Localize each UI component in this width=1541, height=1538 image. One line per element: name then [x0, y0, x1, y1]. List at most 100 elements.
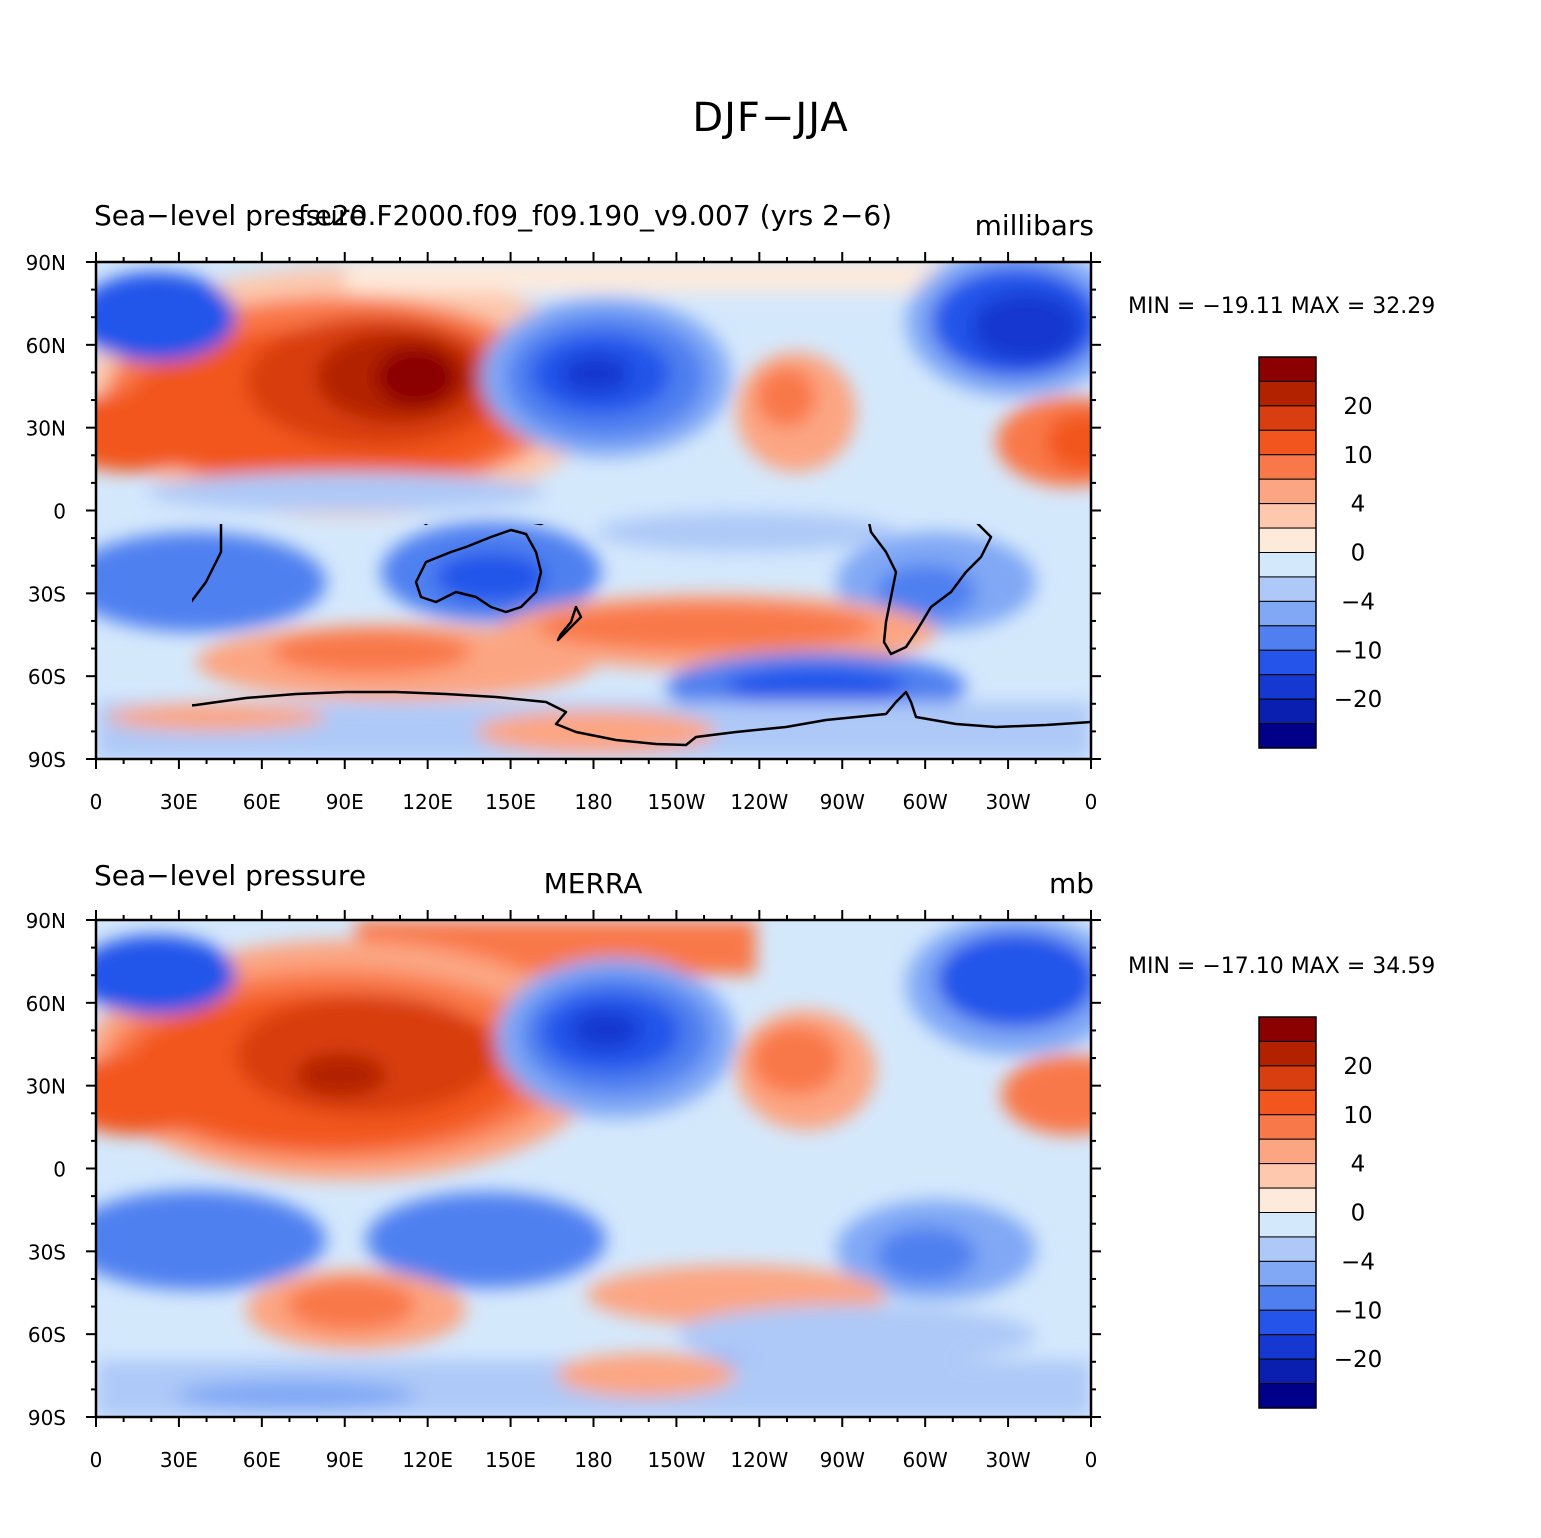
lon-tick-label: 30E: [160, 790, 198, 814]
colorbar-box: [1258, 454, 1317, 480]
colorbar-box: [1258, 1383, 1317, 1409]
lat-tick-label: 30N: [26, 417, 66, 441]
colorbar-box: [1258, 552, 1317, 578]
colorbar-label: −4: [1341, 589, 1375, 615]
colorbar-label: −10: [1334, 1298, 1383, 1324]
map-2-axes: 90N 60N 30N 0 30S 60S 90S 0 30E 60E 90E 120E 150E 180…: [26, 909, 1101, 1472]
panel-2-center-title: MERRA: [543, 867, 643, 900]
colorbar-label: 10: [1343, 443, 1372, 469]
lon-tick-label: 90E: [326, 790, 364, 814]
lon-tick-label: 150E: [485, 1448, 536, 1472]
lon-tick-label: 150W: [647, 1448, 705, 1472]
colorbar-label: 0: [1351, 1201, 1366, 1227]
colorbar-box: [1258, 1016, 1317, 1042]
colorbar-box: [1258, 527, 1317, 553]
colorbar-label: −4: [1341, 1249, 1375, 1275]
map-2: [96, 920, 1091, 1417]
lon-tick-label: 90E: [326, 1448, 364, 1472]
lon-tick-label: 90W: [820, 1448, 865, 1472]
map-1-coastlines: [192, 524, 1092, 747]
lon-tick-label: 30W: [985, 1448, 1030, 1472]
lon-tick-label: 120W: [730, 1448, 788, 1472]
lon-tick-label: 150E: [485, 790, 536, 814]
colorbar-2: 20 10 4 0 −4 −10 −20: [1258, 1016, 1383, 1409]
lat-tick-label: 30S: [28, 582, 66, 606]
panel-2-left-title: Sea−level pressure: [94, 859, 367, 892]
lon-tick-label: 120E: [402, 1448, 453, 1472]
colorbar-box: [1258, 1089, 1317, 1116]
colorbar-box: [1258, 1358, 1317, 1385]
colorbar-label: 4: [1351, 1152, 1366, 1178]
colorbar-box: [1258, 1260, 1317, 1287]
lat-tick-label: 90S: [28, 748, 66, 772]
lat-tick-label: 0: [53, 500, 66, 524]
colorbar-box: [1258, 1163, 1317, 1189]
lat-tick-label: 60N: [26, 992, 66, 1016]
lon-tick-label: 60E: [243, 790, 281, 814]
colorbar-label: −20: [1334, 687, 1383, 713]
panel-1-left-title: Sea−level pressure: [94, 199, 367, 232]
lon-tick-label: 180: [574, 1448, 612, 1472]
colorbar-box: [1258, 1236, 1317, 1262]
colorbar-1: 20 10 4 0 −4 −10 −20: [1258, 356, 1383, 749]
map-2-pressure-field: [96, 920, 1091, 1417]
colorbar-box: [1258, 723, 1317, 749]
colorbar-box: [1258, 478, 1317, 505]
lat-tick-label: 30S: [28, 1240, 66, 1264]
colorbar-box: [1258, 1334, 1317, 1360]
colorbar-box: [1258, 698, 1317, 725]
colorbar-box: [1258, 356, 1317, 382]
colorbar-box: [1258, 380, 1317, 407]
lat-tick-label: 90N: [26, 909, 66, 933]
colorbar-label: 20: [1343, 1054, 1372, 1080]
colorbar-box: [1258, 429, 1317, 456]
lon-tick-label: 90W: [820, 790, 865, 814]
lon-tick-label: 120E: [402, 790, 453, 814]
colorbar-box: [1258, 1212, 1317, 1238]
colorbar-box: [1258, 649, 1317, 676]
lon-tick-label: 180: [574, 790, 612, 814]
lon-tick-label: 0: [1085, 790, 1098, 814]
lon-tick-label: 60W: [903, 1448, 948, 1472]
lon-tick-label: 60E: [243, 1448, 281, 1472]
colorbar-label: −20: [1334, 1347, 1383, 1373]
colorbar-box: [1258, 1114, 1317, 1140]
colorbar-box: [1258, 1309, 1317, 1336]
lat-tick-label: 0: [53, 1158, 66, 1182]
panel-2-right-title: mb: [1048, 867, 1094, 900]
panel-2-min-max: MIN = −17.10 MAX = 34.59: [1128, 954, 1436, 979]
map-1-pressure-field: [96, 262, 1091, 759]
colorbar-box: [1258, 600, 1317, 627]
colorbar-label: −10: [1334, 638, 1383, 664]
lat-tick-label: 60N: [26, 334, 66, 358]
colorbar-box: [1258, 1138, 1317, 1165]
lon-tick-label: 0: [1085, 1448, 1098, 1472]
lat-tick-label: 90S: [28, 1406, 66, 1430]
colorbar-label: 4: [1351, 492, 1366, 518]
colorbar-box: [1258, 1187, 1317, 1213]
colorbar-box: [1258, 625, 1317, 651]
lat-tick-label: 90N: [26, 251, 66, 275]
lon-tick-label: 60W: [903, 790, 948, 814]
lat-tick-label: 60S: [28, 1323, 66, 1347]
colorbar-box: [1258, 576, 1317, 602]
panel-1-right-title: millibars: [974, 209, 1094, 242]
lon-tick-label: 150W: [647, 790, 705, 814]
colorbar-box: [1258, 503, 1317, 529]
colorbar-label: 20: [1343, 394, 1372, 420]
colorbar-box: [1258, 1040, 1317, 1067]
colorbar-box: [1258, 1285, 1317, 1311]
colorbar-box: [1258, 674, 1317, 700]
lon-tick-label: 120W: [730, 790, 788, 814]
lat-tick-label: 60S: [28, 665, 66, 689]
panel-1-center-title: f.e20.F2000.f09_f09.190_v9.007 (yrs 2−6): [297, 199, 893, 232]
lon-tick-label: 0: [90, 790, 103, 814]
colorbar-label: 10: [1343, 1103, 1372, 1129]
lat-tick-label: 30N: [26, 1075, 66, 1099]
map-1: [96, 262, 1091, 759]
lon-tick-label: 30E: [160, 1448, 198, 1472]
lon-tick-label: 30W: [985, 790, 1030, 814]
colorbar-box: [1258, 405, 1317, 431]
colorbar-label: 0: [1351, 541, 1366, 567]
